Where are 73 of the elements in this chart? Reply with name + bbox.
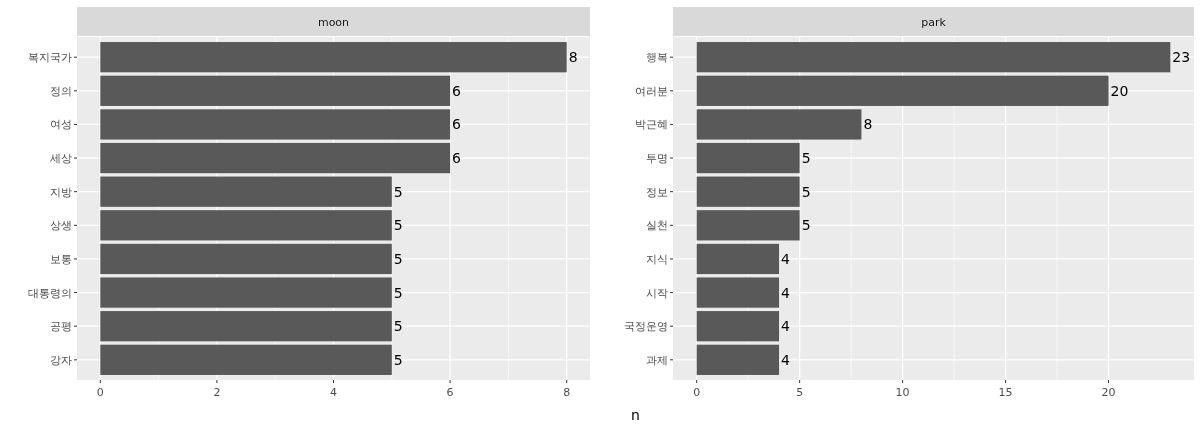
bar [696, 109, 862, 140]
bar [100, 344, 392, 375]
bar [100, 277, 392, 308]
x-tick-label: 2 [213, 386, 221, 399]
data-label: 4 [781, 250, 791, 267]
x-tick-label: 0 [96, 386, 104, 399]
bar [100, 243, 392, 275]
y-tick-label: 정의 [50, 84, 72, 98]
y-tick-label: 지방 [50, 185, 72, 199]
y-tick-label: 상생 [50, 219, 72, 233]
x-tick-label: 10 [895, 386, 910, 399]
bar [696, 142, 800, 174]
data-label: 5 [801, 183, 811, 200]
x-tick-label: 5 [796, 386, 804, 399]
data-label: 8 [568, 49, 578, 66]
y-tick-label: 여성 [50, 118, 72, 132]
y-tick-label: 강자 [50, 353, 72, 367]
y-tick-label: 보통 [50, 252, 72, 266]
data-label: 4 [781, 284, 791, 301]
bar [696, 311, 780, 342]
bar [696, 243, 780, 275]
bar [696, 42, 1171, 73]
data-label: 6 [452, 116, 462, 133]
data-label: 20 [1110, 82, 1129, 99]
data-label: 23 [1172, 49, 1191, 66]
data-label: 4 [781, 318, 791, 335]
y-tick-label: 행복 [646, 51, 668, 65]
data-label: 4 [781, 351, 791, 368]
y-tick-label: 정보 [646, 185, 668, 199]
y-tick-label: 복지국가 [28, 51, 72, 65]
x-axis-title: n [631, 407, 640, 423]
bar [696, 210, 800, 241]
data-label: 5 [393, 250, 403, 267]
x-tick-label: 15 [998, 386, 1013, 399]
y-tick-label: 국정운영 [624, 320, 668, 334]
y-tick-label: 공평 [50, 320, 72, 334]
bar [100, 42, 567, 73]
data-label: 8 [863, 116, 873, 133]
bar [100, 75, 451, 106]
bar [696, 344, 780, 375]
y-tick-label: 대통령의 [28, 286, 72, 300]
bar [696, 277, 780, 308]
data-label: 5 [393, 351, 403, 368]
x-tick-label: 4 [330, 386, 337, 399]
x-tick-label: 20 [1101, 386, 1116, 399]
data-label: 6 [452, 150, 462, 167]
bar [696, 75, 1109, 106]
chart-title: park [921, 16, 947, 29]
bar [100, 176, 392, 207]
x-tick-label: 0 [693, 386, 701, 399]
y-tick-label: 실천 [646, 219, 668, 233]
y-tick-label: 박근혜 [635, 118, 668, 132]
bar [696, 176, 800, 207]
x-tick-label: 6 [446, 386, 454, 399]
chart-title: moon [317, 16, 350, 29]
data-label: 5 [801, 217, 811, 234]
bar [100, 142, 451, 174]
bar [100, 109, 451, 140]
data-label: 5 [393, 217, 403, 234]
y-tick-label: 지식 [646, 252, 668, 266]
y-tick-label: 시작 [646, 286, 668, 300]
bar [100, 311, 392, 342]
bar [100, 210, 392, 241]
y-tick-label: 과제 [646, 353, 668, 367]
data-label: 5 [393, 284, 403, 301]
data-label: 5 [393, 318, 403, 335]
data-label: 6 [452, 82, 462, 99]
y-tick-label: 투명 [646, 152, 668, 166]
data-label: 5 [393, 183, 403, 200]
y-tick-label: 세상 [50, 152, 72, 166]
data-label: 5 [801, 150, 811, 167]
y-tick-label: 여러분 [635, 84, 668, 98]
x-tick-label: 8 [563, 386, 571, 399]
